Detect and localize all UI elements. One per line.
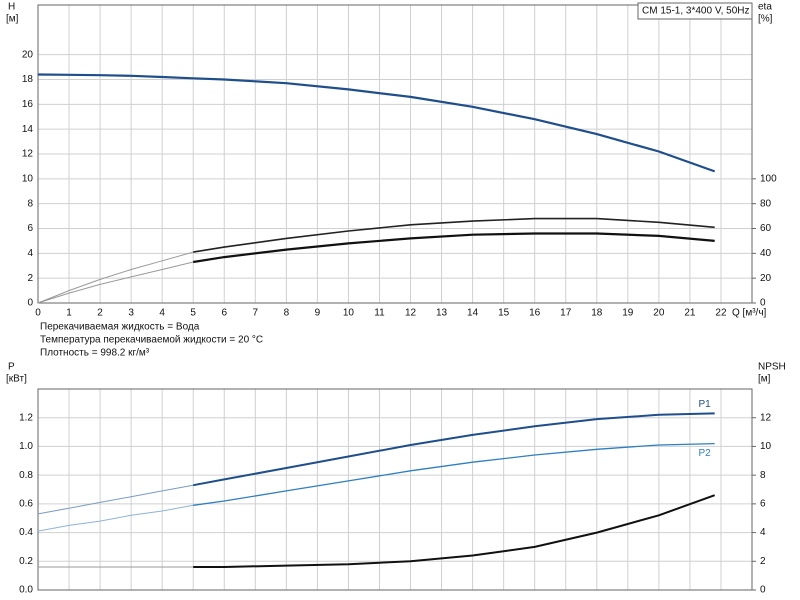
title-box xyxy=(637,2,753,20)
y-tick-label: 10 xyxy=(22,173,34,184)
y-tick-label: 0.8 xyxy=(19,470,33,481)
y2-tick-label: 20 xyxy=(760,273,772,284)
note: Перекачиваемая жидкость = Вода xyxy=(40,322,200,333)
curve xyxy=(193,494,716,568)
y-tick-label: 0.0 xyxy=(19,585,33,596)
y-tick-label: 0.4 xyxy=(19,527,33,538)
x-tick-label: 2 xyxy=(97,308,103,319)
x-tick-label: 6 xyxy=(221,308,227,319)
y2-tick-label: 80 xyxy=(760,198,772,209)
y-tick-label: 0.6 xyxy=(19,498,33,509)
y2-axis-unit: [%] xyxy=(758,14,773,25)
y2-tick-label: 10 xyxy=(760,441,772,452)
x-tick-label: 9 xyxy=(315,308,321,319)
x-tick-label: 5 xyxy=(190,308,196,319)
y2-tick-label: 100 xyxy=(760,173,777,184)
y2-axis-label: NPSH xyxy=(758,362,786,373)
y-tick-label: 4 xyxy=(27,248,33,259)
curve xyxy=(193,217,715,253)
curve xyxy=(37,484,194,515)
curve-label: P2 xyxy=(699,448,712,459)
x-tick-label: 13 xyxy=(436,308,448,319)
chart-title: CM 15-1, 3*400 V, 50Hz xyxy=(642,6,749,17)
x-tick-label: 1 xyxy=(66,308,72,319)
y2-tick-label: 4 xyxy=(760,527,766,538)
y-axis-label: H xyxy=(8,2,15,13)
y-tick-label: 16 xyxy=(22,99,34,110)
y-tick-label: 6 xyxy=(27,223,33,234)
curve xyxy=(37,251,194,304)
x-tick-label: 17 xyxy=(560,308,572,319)
curve xyxy=(37,261,194,304)
y-tick-label: 2 xyxy=(27,273,33,284)
y2-tick-label: 8 xyxy=(760,470,766,481)
y-tick-label: 18 xyxy=(22,74,34,85)
x-tick-label: 7 xyxy=(253,308,259,319)
curve xyxy=(193,232,715,264)
y-tick-label: 1.2 xyxy=(19,412,33,423)
curve xyxy=(193,442,715,506)
y-axis-unit: [м] xyxy=(6,14,19,25)
x-tick-label: 15 xyxy=(498,308,510,319)
plot-frame xyxy=(37,388,753,591)
y-axis-label: P xyxy=(8,362,15,373)
x-tick-label: 21 xyxy=(684,308,696,319)
y-tick-label: 12 xyxy=(22,149,34,160)
x-tick-label: 16 xyxy=(529,308,541,319)
curve-label: P1 xyxy=(699,399,712,410)
x-tick-label: 3 xyxy=(128,308,134,319)
y-tick-label: 1.0 xyxy=(19,441,33,452)
x-tick-label: 0 xyxy=(35,308,41,319)
x-tick-label: 18 xyxy=(591,308,603,319)
x-tick-label: 12 xyxy=(405,308,417,319)
x-tick-label: 11 xyxy=(374,308,385,319)
x-tick-label: 19 xyxy=(622,308,634,319)
y2-tick-label: 60 xyxy=(760,223,772,234)
y-tick-label: 14 xyxy=(22,124,34,135)
curve xyxy=(193,412,715,487)
y2-tick-label: 2 xyxy=(760,556,766,567)
x-tick-label: 4 xyxy=(159,308,165,319)
y2-axis-unit: [м] xyxy=(758,374,771,385)
y2-tick-label: 0 xyxy=(760,585,766,596)
x-tick-label: 20 xyxy=(653,308,665,319)
y2-tick-label: 40 xyxy=(760,248,772,259)
curve xyxy=(37,504,194,532)
y2-tick-label: 12 xyxy=(760,412,772,423)
y2-tick-label: 6 xyxy=(760,498,766,509)
y-tick-label: 20 xyxy=(22,49,34,60)
note: Температура перекачиваемой жидкости = 20… xyxy=(40,335,263,346)
plot-frame xyxy=(37,4,753,304)
x-axis-label: Q [м³/ч] xyxy=(732,308,767,319)
x-tick-label: 22 xyxy=(715,308,727,319)
y2-axis-label: eta xyxy=(758,2,772,13)
x-tick-label: 8 xyxy=(284,308,290,319)
y-tick-label: 8 xyxy=(27,198,33,209)
note: Плотность = 998.2 кг/м³ xyxy=(40,348,150,359)
y2-tick-label: 0 xyxy=(760,298,766,309)
x-tick-label: 14 xyxy=(467,308,479,319)
y-axis-unit: [кВт] xyxy=(6,374,27,385)
x-tick-label: 10 xyxy=(343,308,355,319)
y-tick-label: 0.2 xyxy=(19,556,33,567)
curve xyxy=(37,73,716,173)
y-tick-label: 0 xyxy=(27,298,33,309)
